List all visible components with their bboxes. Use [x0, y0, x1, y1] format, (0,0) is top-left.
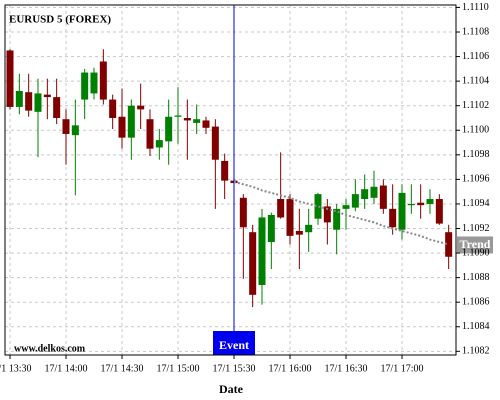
- event-label: Event: [219, 338, 249, 352]
- candle-body: [286, 199, 294, 236]
- candle-body: [417, 202, 425, 206]
- candle-body: [407, 203, 415, 206]
- candle-body: [370, 186, 378, 198]
- candle-body: [426, 199, 434, 204]
- x-tick-label: 17/1 15:30: [212, 363, 255, 374]
- candle-body: [398, 192, 406, 230]
- annotations: Event Trend: [213, 5, 493, 355]
- candle-body: [155, 140, 163, 148]
- candle-body: [34, 93, 42, 112]
- candle-body: [379, 185, 387, 209]
- x-tick-label: 17/1 15:00: [156, 363, 199, 374]
- candle-body: [62, 119, 70, 134]
- x-tick-label: 17/1 14:30: [100, 363, 143, 374]
- watermark: www.delkos.com: [14, 343, 86, 354]
- y-tick-label: 1.1084: [462, 321, 490, 332]
- candle-body: [305, 224, 313, 233]
- candle-body: [165, 116, 173, 142]
- y-tick-label: 1.1094: [462, 198, 490, 209]
- event-box: [213, 331, 255, 355]
- x-tick-label: 17/1 14:00: [44, 363, 87, 374]
- candle-body: [71, 125, 79, 136]
- candle-body: [127, 105, 135, 138]
- y-tick-label: 1.1088: [462, 272, 490, 283]
- y-tick-label: 1.1102: [462, 100, 489, 111]
- plot-frame: [4, 4, 457, 356]
- candle-body: [81, 72, 89, 100]
- candle-body: [333, 208, 341, 230]
- candle-body: [43, 94, 51, 98]
- chart-title: EURUSD 5 (FOREX): [9, 14, 111, 26]
- candle-body: [323, 206, 331, 223]
- candle-body: [258, 217, 266, 285]
- candle-body: [6, 50, 14, 107]
- y-tick-label: 1.1110: [462, 2, 489, 13]
- candle-body: [25, 92, 33, 111]
- candle-body: [174, 115, 182, 117]
- axes: 1.1082 1.1084 1.1086 1.1088 1.1090 1.1092 1.10…: [0, 2, 490, 375]
- candle-body: [183, 117, 191, 121]
- y-tick-label: 1.1098: [462, 149, 490, 160]
- x-axis-title: Date: [219, 382, 244, 396]
- y-tick-label: 1.1108: [462, 26, 489, 37]
- y-tick-label: 1.1104: [462, 75, 489, 86]
- candle-body: [15, 90, 23, 107]
- candle-body: [202, 120, 210, 128]
- candle-body: [193, 119, 201, 123]
- y-tick-label: 1.1082: [462, 346, 490, 357]
- candle-body: [314, 194, 322, 219]
- x-tick-label: 17/1 16:00: [268, 363, 311, 374]
- candle-body: [239, 197, 247, 228]
- candle-body: [267, 215, 275, 243]
- y-tick-label: 1.1086: [462, 296, 490, 307]
- y-tick-label: 1.1096: [462, 174, 490, 185]
- candle-body: [361, 189, 369, 200]
- x-tick-label: 17/1 13:30: [0, 363, 32, 374]
- candle-body: [53, 97, 61, 118]
- candle-body: [90, 72, 98, 94]
- x-tick-label: 17/1 17:00: [380, 363, 423, 374]
- candle-body: [277, 199, 285, 218]
- y-tick-label: 1.1106: [462, 51, 489, 62]
- candle-body: [435, 199, 443, 224]
- candle-body: [146, 119, 154, 149]
- candle-body: [109, 99, 117, 118]
- candle-body: [137, 105, 145, 110]
- trend-label: Trend: [460, 237, 491, 251]
- candle-body: [221, 160, 229, 181]
- candle-body: [211, 126, 219, 160]
- trend-line: [233, 180, 449, 246]
- candle-body: [389, 208, 397, 228]
- candle-body: [342, 205, 350, 209]
- candle-body: [99, 61, 107, 100]
- candle-body: [351, 194, 359, 208]
- y-tick-label: 1.1092: [462, 223, 490, 234]
- trend-box: [457, 236, 493, 254]
- candle-body: [445, 232, 453, 257]
- candle-body: [295, 230, 303, 235]
- candle-body: [118, 116, 126, 138]
- y-tick-label: 1.1100: [462, 125, 489, 136]
- candle-body: [249, 232, 257, 295]
- y-tick-label: 1.1090: [462, 247, 490, 258]
- x-tick-label: 17/1 16:30: [324, 363, 367, 374]
